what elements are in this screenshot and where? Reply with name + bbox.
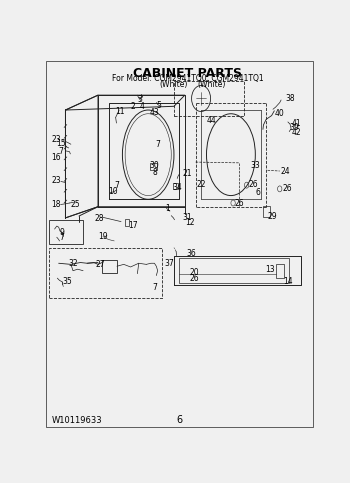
Text: 18: 18 xyxy=(51,200,61,209)
Text: 26: 26 xyxy=(248,180,258,189)
Text: 36: 36 xyxy=(187,249,196,258)
Text: 26: 26 xyxy=(189,274,199,283)
Text: 30: 30 xyxy=(149,161,159,170)
Text: 24: 24 xyxy=(281,167,290,176)
Bar xyxy=(174,81,244,116)
Text: 15: 15 xyxy=(57,140,66,148)
Text: 44: 44 xyxy=(207,115,217,125)
Text: 7: 7 xyxy=(59,233,64,242)
Text: 7: 7 xyxy=(58,147,63,156)
Text: 6: 6 xyxy=(256,188,260,197)
Text: 31: 31 xyxy=(182,213,192,222)
Text: For Model: CGM2941TQ0, CGM2941TQ1: For Model: CGM2941TQ0, CGM2941TQ1 xyxy=(112,74,263,84)
Text: 6: 6 xyxy=(176,415,182,426)
Text: W10119633: W10119633 xyxy=(52,416,103,426)
Text: 37: 37 xyxy=(164,259,174,268)
Text: 29: 29 xyxy=(267,212,277,221)
Bar xyxy=(125,219,129,226)
Text: 1: 1 xyxy=(166,204,170,213)
Text: 23: 23 xyxy=(51,176,61,185)
Bar xyxy=(276,264,284,278)
Text: 16: 16 xyxy=(51,153,61,162)
Text: 4: 4 xyxy=(140,102,145,111)
Text: 22: 22 xyxy=(196,180,206,189)
Text: 7: 7 xyxy=(152,284,157,292)
Text: CABINET PARTS: CABINET PARTS xyxy=(133,67,242,80)
Bar xyxy=(263,206,270,217)
Text: 7: 7 xyxy=(155,141,160,149)
Bar xyxy=(173,183,178,189)
Text: 42: 42 xyxy=(292,128,301,137)
Text: 2: 2 xyxy=(130,102,135,111)
Text: 13: 13 xyxy=(265,266,275,274)
Text: 38: 38 xyxy=(286,94,295,103)
Text: 19: 19 xyxy=(98,232,108,241)
Text: 40: 40 xyxy=(274,109,284,117)
Text: 5: 5 xyxy=(156,101,161,110)
Text: 3: 3 xyxy=(138,95,142,104)
Text: 8: 8 xyxy=(152,168,157,177)
Text: 12: 12 xyxy=(185,218,195,227)
Text: 34: 34 xyxy=(172,183,182,192)
Text: 14: 14 xyxy=(283,277,293,285)
Bar xyxy=(149,163,157,170)
Text: 10: 10 xyxy=(108,187,118,197)
Text: 41: 41 xyxy=(292,118,301,128)
Bar xyxy=(49,220,83,244)
Text: 43: 43 xyxy=(149,108,159,117)
Text: (White): (White) xyxy=(198,80,226,89)
Text: 21: 21 xyxy=(183,170,192,179)
Bar xyxy=(179,258,289,283)
Text: 28: 28 xyxy=(94,214,104,223)
Text: 9: 9 xyxy=(60,227,65,237)
Text: 20: 20 xyxy=(189,269,199,277)
Text: 35: 35 xyxy=(63,277,72,285)
Bar xyxy=(49,248,162,298)
Text: 25: 25 xyxy=(71,200,81,209)
Text: 32: 32 xyxy=(69,259,78,268)
Bar xyxy=(102,260,117,273)
Text: 26: 26 xyxy=(282,184,292,193)
Text: 11: 11 xyxy=(115,107,125,116)
Text: 7: 7 xyxy=(114,181,119,190)
Text: 26: 26 xyxy=(234,199,244,208)
Text: 23: 23 xyxy=(51,135,61,143)
Text: 33: 33 xyxy=(251,161,260,170)
Text: 27: 27 xyxy=(96,260,106,269)
Text: 17: 17 xyxy=(128,221,138,230)
Text: 39: 39 xyxy=(290,123,300,132)
Text: (White): (White) xyxy=(160,80,188,89)
